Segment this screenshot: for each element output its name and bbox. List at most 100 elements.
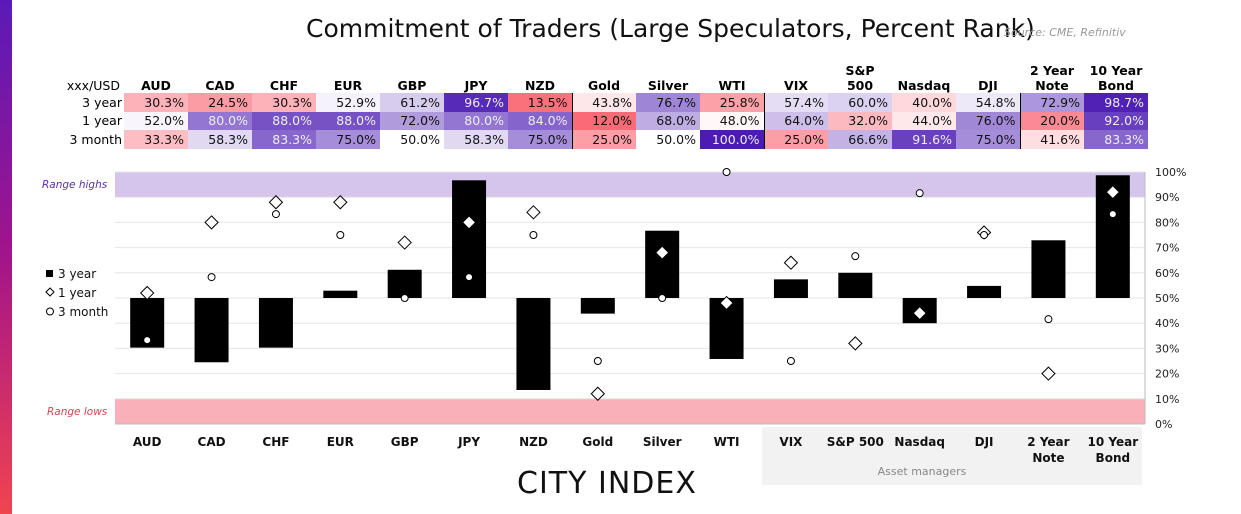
- circle-3-month: [465, 273, 474, 282]
- table-cell: 80.0%: [444, 111, 508, 130]
- table-cell: 57.4%: [763, 93, 828, 112]
- x-tick-label: JPY: [457, 435, 480, 449]
- column-header: VIX: [784, 78, 808, 93]
- x-tick-label: DJI: [975, 435, 994, 449]
- asset-managers-label: Asset managers: [878, 465, 967, 478]
- diamond-1-year: [1041, 366, 1056, 381]
- table-cell: 33.3%: [124, 130, 188, 149]
- legend-label: 3 year: [58, 267, 96, 281]
- table-cell: 52.0%: [124, 111, 188, 130]
- table-cell: 68.0%: [636, 111, 700, 130]
- circle-3-month: [529, 231, 538, 239]
- circle-3-month: [1108, 210, 1117, 219]
- x-tick-label: S&P 500: [827, 435, 884, 449]
- bar-3-year: [194, 298, 229, 363]
- diamond-1-year: [461, 215, 477, 230]
- table-cell: 50.0%: [636, 130, 700, 149]
- y-tick-label: 40%: [1155, 317, 1179, 330]
- diamond-1-year: [139, 285, 155, 301]
- x-tick-label: 10 Year: [1088, 435, 1139, 449]
- diamond-1-year: [397, 235, 412, 250]
- table-cell: 75.0%: [956, 130, 1020, 149]
- diamond-1-year: [848, 336, 863, 351]
- x-tick-label: Gold: [582, 435, 613, 449]
- diamond-1-year: [1105, 184, 1121, 200]
- x-tick-label: CHF: [262, 435, 289, 449]
- bar-3-year: [323, 290, 358, 298]
- table-cell: 96.7%: [444, 93, 508, 112]
- circle-3-month: [336, 231, 345, 239]
- table-cell: 61.2%: [380, 93, 444, 112]
- bar-3-year: [838, 272, 873, 298]
- x-tick-label: 2 Year: [1027, 435, 1069, 449]
- bar-3-year: [1031, 240, 1066, 298]
- circle-3-month: [143, 336, 152, 345]
- bar-3-year: [258, 298, 293, 348]
- table-cell: 58.3%: [444, 130, 508, 149]
- circle-3-month: [400, 294, 409, 302]
- range-lows-band: [115, 398, 1145, 424]
- circle-3-month: [786, 357, 795, 365]
- row-label: 3 year: [82, 94, 122, 110]
- x-tick-label: Bond: [1096, 451, 1131, 465]
- bar-3-year: [580, 298, 615, 314]
- diamond-1-year: [590, 386, 606, 401]
- table-cell: 66.6%: [828, 130, 892, 149]
- corner-label: xxx/USD: [66, 78, 120, 93]
- column-header: JPY: [464, 78, 488, 93]
- bar-3-year: [967, 285, 1002, 298]
- y-tick-label: 60%: [1155, 267, 1179, 280]
- table-cell: 72.9%: [1019, 93, 1084, 112]
- table-cell: 41.6%: [1019, 130, 1084, 149]
- table-cell: 75.0%: [508, 130, 572, 149]
- table-cell: 83.3%: [252, 130, 316, 149]
- legend-bar-icon: [46, 270, 53, 277]
- range-lows-label: Range lows: [47, 406, 108, 418]
- table-cell: 40.0%: [892, 93, 956, 112]
- column-header: 10 Year Bond: [1089, 63, 1143, 93]
- y-tick-label: 30%: [1155, 342, 1179, 355]
- diamond-1-year: [912, 305, 927, 321]
- table-cell: 24.5%: [188, 93, 252, 112]
- x-tick-label: WTI: [714, 435, 740, 449]
- bar-3-year: [387, 269, 422, 298]
- table-cell: 72.0%: [380, 111, 444, 130]
- y-tick-label: 20%: [1155, 368, 1179, 381]
- table-cell: 43.8%: [571, 93, 636, 112]
- percent-rank-table: xxx/USD AUD CAD CHF EUR GBP JPY NZD Gold Silver WT…: [60, 58, 1148, 149]
- table-cell: 50.0%: [380, 130, 444, 149]
- table-cell: 25.0%: [763, 130, 828, 149]
- column-header: S&P 500: [845, 63, 875, 93]
- column-header: Nasdaq: [897, 78, 951, 93]
- table-cell: 32.0%: [828, 111, 892, 130]
- city-index-logo: CITY INDEX: [517, 466, 697, 501]
- source-note: Source: CME, Refinitiv: [1004, 26, 1126, 39]
- table-cell: 54.8%: [956, 93, 1020, 112]
- y-tick-label: 80%: [1155, 216, 1179, 229]
- table-cell: 44.0%: [892, 111, 956, 130]
- table-cell: 92.0%: [1084, 111, 1148, 130]
- table-cell: 76.7%: [636, 93, 700, 112]
- circle-3-month: [593, 357, 602, 365]
- x-tick-label: NZD: [519, 435, 548, 449]
- column-header: CHF: [269, 78, 299, 93]
- x-tick-label: EUR: [327, 435, 354, 449]
- table-cell: 88.0%: [316, 111, 380, 130]
- circle-3-month: [722, 168, 731, 176]
- table-cell: 80.0%: [188, 111, 252, 130]
- table-cell: 13.5%: [508, 93, 572, 112]
- diamond-1-year: [719, 295, 734, 311]
- column-header: 2 Year Note: [1029, 63, 1075, 93]
- table-cell: 30.3%: [252, 93, 316, 112]
- x-tick-label: Nasdaq: [894, 435, 945, 449]
- legend-circle-icon: [46, 307, 54, 316]
- column-header: CAD: [205, 78, 235, 93]
- column-header: AUD: [141, 78, 171, 93]
- table-cell: 12.0%: [571, 111, 636, 130]
- column-header: NZD: [525, 78, 555, 93]
- legend-label: 1 year: [58, 286, 96, 300]
- row-label: 1 year: [82, 113, 122, 129]
- diamond-1-year: [526, 205, 541, 220]
- x-tick-label: CAD: [198, 435, 226, 449]
